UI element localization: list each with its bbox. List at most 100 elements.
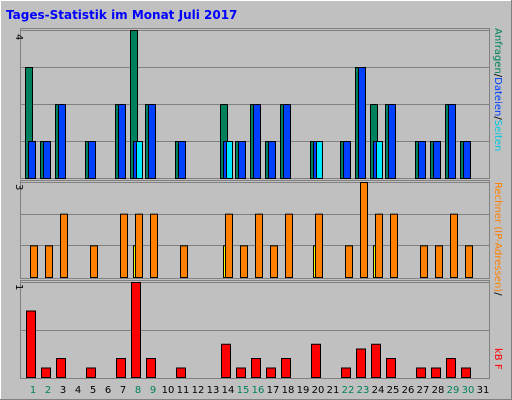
x-tick-label-11: 11 (177, 385, 190, 396)
x-tick-label-29: 29 (447, 385, 460, 396)
panel-bottom-max-label: 1 (13, 284, 24, 290)
bar-kb-28 (431, 367, 441, 378)
x-tick-label-27: 27 (417, 385, 430, 396)
x-tick-label-9: 9 (150, 385, 156, 396)
bar-rechner-3 (60, 213, 68, 279)
bar-kb-9 (146, 358, 156, 378)
x-tick-label-8: 8 (135, 385, 141, 396)
bar-dateien-30 (463, 141, 471, 179)
bar-dateien-17 (268, 141, 276, 179)
legend-besuche: (IP-Adressen) (492, 226, 503, 292)
x-tick-label-3: 3 (60, 385, 66, 396)
bar-rechner-18 (285, 213, 293, 279)
bar-kb-25 (386, 358, 396, 378)
x-tick-label-7: 7 (120, 385, 126, 396)
bar-kb-29 (446, 358, 456, 378)
legend-anfragen: Anfragen (492, 28, 503, 74)
bar-rechner-20 (315, 213, 323, 279)
bar-dateien-29 (448, 104, 456, 179)
bar-kb-7 (116, 358, 126, 378)
legend-dateien: Dateien (492, 77, 503, 116)
bars (25, 30, 473, 378)
bar-rechner-24 (375, 213, 383, 279)
bar-seiten-24 (376, 141, 383, 179)
bar-rechner-15 (240, 245, 248, 278)
bar-kb-14 (221, 343, 231, 378)
bar-kb-1 (26, 310, 36, 378)
bar-dateien-27 (418, 141, 426, 179)
bar-rechner-17 (270, 245, 278, 278)
x-tick-label-15: 15 (237, 385, 250, 396)
bar-rechner-2 (45, 245, 53, 278)
x-tick-label-24: 24 (372, 385, 385, 396)
bar-kb-16 (251, 358, 261, 378)
x-tick-label-21: 21 (327, 385, 340, 396)
x-tick-label-13: 13 (207, 385, 220, 396)
bar-dateien-7 (118, 104, 126, 179)
bar-rechner-9 (150, 213, 158, 279)
bar-kb-27 (416, 367, 426, 378)
x-tick-label-23: 23 (357, 385, 370, 396)
legend-kb: kB F (492, 348, 503, 370)
bar-seiten-20 (316, 141, 323, 179)
x-tick-label-10: 10 (162, 385, 175, 396)
x-tick-label-6: 6 (105, 385, 111, 396)
x-tick-label-14: 14 (222, 385, 235, 396)
bar-dateien-11 (178, 141, 186, 179)
bar-dateien-2 (43, 141, 51, 179)
bar-kb-11 (176, 367, 186, 378)
x-tick-label-26: 26 (402, 385, 415, 396)
legend-rechner: Rechner (492, 182, 503, 224)
bar-rechner-11 (180, 245, 188, 278)
bar-dateien-25 (388, 104, 396, 179)
bar-rechner-23 (360, 182, 368, 278)
bar-rechner-5 (90, 245, 98, 278)
bar-seiten-8 (136, 141, 143, 179)
x-axis-labels: 1 2 3 4 5 6 7 8 9 10 11 12 13 14 15 16 17 18 19 20 21 22 23 24 2… (30, 385, 490, 396)
x-tick-label-31: 31 (477, 385, 490, 396)
x-tick-label-17: 17 (267, 385, 280, 396)
legend-seiten: Seiten (492, 120, 503, 152)
bar-kb-8 (131, 282, 141, 378)
bar-kb-30 (461, 367, 471, 378)
x-tick-label-12: 12 (192, 385, 205, 396)
bar-rechner-22 (345, 245, 353, 278)
x-tick-label-28: 28 (432, 385, 445, 396)
bar-kb-15 (236, 367, 246, 378)
x-tick-label-19: 19 (297, 385, 310, 396)
bar-dateien-5 (88, 141, 96, 179)
x-tick-label-4: 4 (75, 385, 81, 396)
panel-frames (20, 28, 490, 379)
x-tick-label-5: 5 (90, 385, 96, 396)
bar-dateien-3 (58, 104, 66, 179)
bar-rechner-8 (135, 213, 143, 279)
bar-dateien-1 (28, 141, 36, 179)
bar-rechner-14 (225, 213, 233, 279)
bar-rechner-29 (450, 213, 458, 279)
bar-dateien-22 (343, 141, 351, 179)
bar-rechner-16 (255, 213, 263, 279)
bar-kb-20 (311, 343, 321, 378)
bar-seiten-14 (226, 141, 233, 179)
x-tick-label-1: 1 (30, 385, 36, 396)
bar-dateien-9 (148, 104, 156, 179)
bar-kb-22 (341, 367, 351, 378)
bar-rechner-7 (120, 213, 128, 279)
panel-top-max-label: 4 (13, 34, 24, 40)
bar-rechner-25 (390, 213, 398, 279)
bar-dateien-28 (433, 141, 441, 179)
bar-kb-3 (56, 358, 66, 378)
x-tick-label-20: 20 (312, 385, 325, 396)
x-tick-label-2: 2 (45, 385, 51, 396)
bar-kb-24 (371, 343, 381, 378)
x-tick-label-22: 22 (342, 385, 355, 396)
bar-kb-23 (356, 348, 366, 378)
bar-kb-2 (41, 367, 51, 378)
legend-top: Anfragen/Dateien/Seiten (492, 28, 503, 151)
bar-dateien-16 (253, 104, 261, 179)
bar-rechner-27 (420, 245, 428, 278)
legend-middle: Rechner (IP-Adressen)/ (492, 182, 503, 296)
panel-middle-max-label: 3 (13, 184, 24, 190)
x-tick-label-16: 16 (252, 385, 265, 396)
